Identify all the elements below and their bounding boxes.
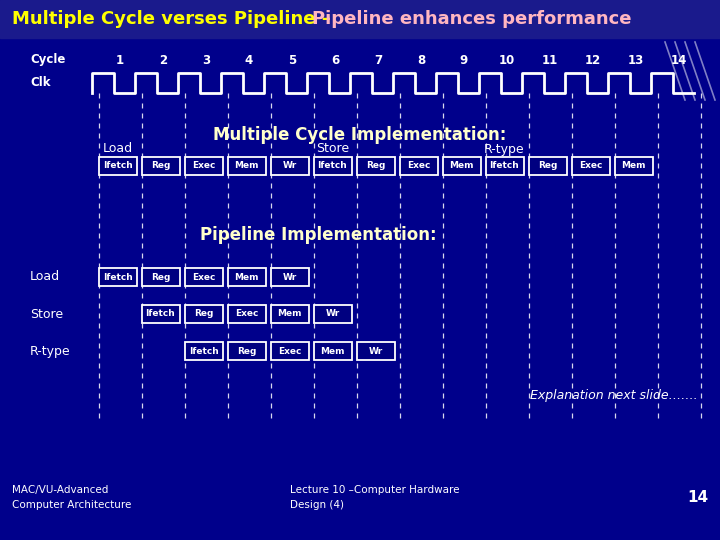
Bar bbox=[228, 342, 266, 360]
Text: Ifetch: Ifetch bbox=[490, 161, 519, 171]
Bar bbox=[313, 342, 351, 360]
Text: 4: 4 bbox=[245, 53, 253, 66]
Bar bbox=[313, 305, 351, 323]
Text: R-type: R-type bbox=[30, 345, 71, 357]
Text: Load: Load bbox=[102, 143, 132, 156]
Text: Exec: Exec bbox=[278, 347, 301, 355]
Bar bbox=[400, 157, 438, 175]
Text: 11: 11 bbox=[542, 53, 558, 66]
Text: Wr: Wr bbox=[325, 309, 340, 319]
Bar bbox=[142, 305, 179, 323]
Text: Mem: Mem bbox=[234, 273, 258, 281]
Text: Cycle: Cycle bbox=[30, 53, 66, 66]
Text: Mem: Mem bbox=[320, 347, 345, 355]
Bar bbox=[184, 305, 222, 323]
Bar bbox=[271, 268, 308, 286]
Text: Wr: Wr bbox=[282, 273, 297, 281]
Bar bbox=[228, 305, 266, 323]
Text: Pipeline enhances performance: Pipeline enhances performance bbox=[312, 10, 631, 28]
Text: Mem: Mem bbox=[449, 161, 474, 171]
Text: Mem: Mem bbox=[277, 309, 302, 319]
Text: Store: Store bbox=[316, 143, 349, 156]
Bar bbox=[271, 157, 308, 175]
Bar bbox=[356, 342, 395, 360]
Text: 6: 6 bbox=[331, 53, 339, 66]
Text: Wr: Wr bbox=[369, 347, 382, 355]
Text: Pipeline Implementation:: Pipeline Implementation: bbox=[200, 226, 436, 244]
Text: 14: 14 bbox=[687, 489, 708, 504]
Text: Reg: Reg bbox=[366, 161, 385, 171]
Text: 8: 8 bbox=[417, 53, 425, 66]
Text: Mem: Mem bbox=[621, 161, 646, 171]
Text: 14: 14 bbox=[671, 53, 687, 66]
Bar bbox=[313, 157, 351, 175]
Text: Explanation next slide…….: Explanation next slide……. bbox=[530, 388, 698, 402]
Bar bbox=[184, 342, 222, 360]
Text: Mem: Mem bbox=[234, 161, 258, 171]
Text: Reg: Reg bbox=[194, 309, 213, 319]
Text: Exec: Exec bbox=[579, 161, 602, 171]
Bar bbox=[228, 157, 266, 175]
Text: Ifetch: Ifetch bbox=[103, 273, 132, 281]
Text: Ifetch: Ifetch bbox=[103, 161, 132, 171]
Bar bbox=[485, 157, 523, 175]
Text: 7: 7 bbox=[374, 53, 382, 66]
Text: Ifetch: Ifetch bbox=[145, 309, 176, 319]
Bar bbox=[228, 268, 266, 286]
Text: Computer Architecture: Computer Architecture bbox=[12, 500, 131, 510]
Text: Design (4): Design (4) bbox=[290, 500, 344, 510]
Bar bbox=[443, 157, 480, 175]
Text: Exec: Exec bbox=[235, 309, 258, 319]
Text: 2: 2 bbox=[159, 53, 167, 66]
Text: 12: 12 bbox=[585, 53, 601, 66]
Text: Ifetch: Ifetch bbox=[189, 347, 218, 355]
Bar bbox=[528, 157, 567, 175]
Bar bbox=[572, 157, 610, 175]
Text: Wr: Wr bbox=[282, 161, 297, 171]
Bar bbox=[142, 157, 179, 175]
Text: Lecture 10 –Computer Hardware: Lecture 10 –Computer Hardware bbox=[290, 485, 459, 495]
Text: 10: 10 bbox=[499, 53, 515, 66]
Bar bbox=[184, 268, 222, 286]
Text: Reg: Reg bbox=[150, 161, 170, 171]
Bar bbox=[0, 0, 720, 38]
Bar bbox=[99, 268, 137, 286]
Text: Reg: Reg bbox=[237, 347, 256, 355]
Text: 1: 1 bbox=[116, 53, 124, 66]
Text: R-type: R-type bbox=[484, 143, 525, 156]
Text: Load: Load bbox=[30, 271, 60, 284]
Text: Exec: Exec bbox=[192, 161, 215, 171]
Text: Reg: Reg bbox=[150, 273, 170, 281]
Text: Multiple Cycle verses Pipeline –: Multiple Cycle verses Pipeline – bbox=[12, 10, 337, 28]
Text: Reg: Reg bbox=[538, 161, 557, 171]
Bar bbox=[271, 305, 308, 323]
Text: 3: 3 bbox=[202, 53, 210, 66]
Bar bbox=[356, 157, 395, 175]
Bar bbox=[614, 157, 652, 175]
Bar bbox=[142, 268, 179, 286]
Text: 9: 9 bbox=[460, 53, 468, 66]
Text: Clk: Clk bbox=[30, 77, 50, 90]
Bar bbox=[99, 157, 137, 175]
Text: 13: 13 bbox=[628, 53, 644, 66]
Text: Store: Store bbox=[30, 307, 63, 321]
Text: Exec: Exec bbox=[192, 273, 215, 281]
Text: Multiple Cycle Implementation:: Multiple Cycle Implementation: bbox=[213, 126, 507, 144]
Text: Exec: Exec bbox=[407, 161, 430, 171]
Text: 5: 5 bbox=[288, 53, 296, 66]
Text: MAC/VU-Advanced: MAC/VU-Advanced bbox=[12, 485, 109, 495]
Text: Ifetch: Ifetch bbox=[318, 161, 347, 171]
Bar bbox=[271, 342, 308, 360]
Bar bbox=[184, 157, 222, 175]
